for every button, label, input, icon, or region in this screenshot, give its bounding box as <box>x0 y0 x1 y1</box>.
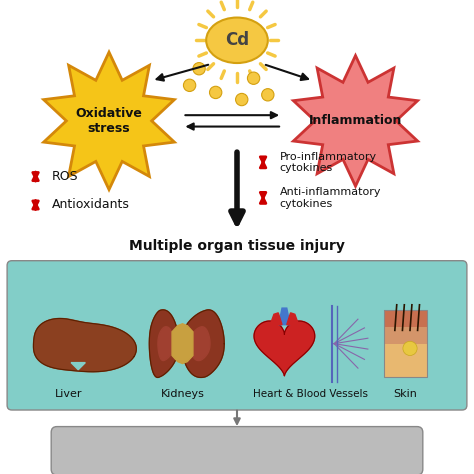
Polygon shape <box>158 327 174 361</box>
Text: Pro-inflammatory
cytokines: Pro-inflammatory cytokines <box>280 152 377 173</box>
Text: Heart & Blood Vessels: Heart & Blood Vessels <box>253 389 368 400</box>
Polygon shape <box>149 310 179 377</box>
Circle shape <box>183 79 196 91</box>
FancyBboxPatch shape <box>7 261 467 410</box>
Text: Antioxidants: Antioxidants <box>52 198 130 211</box>
Circle shape <box>403 341 417 356</box>
Text: Skin: Skin <box>393 389 417 400</box>
Circle shape <box>247 72 260 84</box>
Polygon shape <box>270 313 282 325</box>
Text: Multiple organ tissue injury: Multiple organ tissue injury <box>129 239 345 254</box>
Polygon shape <box>44 52 174 190</box>
FancyBboxPatch shape <box>384 344 427 377</box>
Ellipse shape <box>206 18 268 63</box>
FancyBboxPatch shape <box>384 310 427 327</box>
Text: Oxidative
stress: Oxidative stress <box>75 107 143 135</box>
Polygon shape <box>71 363 85 370</box>
Polygon shape <box>254 321 315 376</box>
Text: ROS: ROS <box>52 170 79 183</box>
Polygon shape <box>182 310 224 377</box>
Circle shape <box>210 86 222 99</box>
Text: Anti-inflammatory
cytokines: Anti-inflammatory cytokines <box>280 187 381 209</box>
Polygon shape <box>190 327 210 361</box>
Polygon shape <box>172 324 193 364</box>
Text: Liver: Liver <box>55 389 82 400</box>
Circle shape <box>236 93 248 106</box>
FancyBboxPatch shape <box>384 327 427 344</box>
Polygon shape <box>293 55 418 186</box>
Polygon shape <box>287 313 299 325</box>
Text: Inflammation: Inflammation <box>309 114 402 128</box>
Polygon shape <box>279 308 290 325</box>
Polygon shape <box>34 319 137 372</box>
Text: Cd: Cd <box>225 31 249 49</box>
Circle shape <box>193 63 205 75</box>
Circle shape <box>262 89 274 101</box>
Text: Kidneys: Kidneys <box>161 389 204 400</box>
FancyBboxPatch shape <box>51 427 423 474</box>
